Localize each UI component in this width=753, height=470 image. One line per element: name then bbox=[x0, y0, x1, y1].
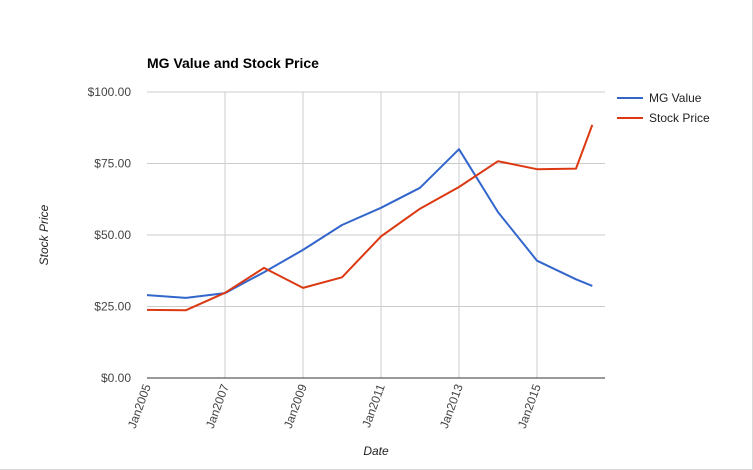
y-tick-labels: $0.00 $25.00 $50.00 $75.00 $100.00 bbox=[88, 85, 132, 385]
y-tick-label: $75.00 bbox=[94, 157, 131, 171]
y-axis-title: Stock Price bbox=[37, 204, 51, 265]
chart-title: MG Value and Stock Price bbox=[147, 55, 319, 71]
y-tick-label: $0.00 bbox=[101, 371, 131, 385]
legend-label-stock-price: Stock Price bbox=[649, 111, 710, 125]
x-tick-label: Jan2011 bbox=[359, 382, 388, 430]
x-tick-label: Jan2015 bbox=[515, 382, 544, 430]
series-line-mg-value bbox=[146, 148, 593, 299]
x-tick-label: Jan2005 bbox=[125, 382, 154, 430]
x-tick-labels: Jan2005 Jan2007 Jan2009 Jan2011 Jan2013 Jan20… bbox=[125, 382, 544, 430]
legend-item-stock-price: Stock Price bbox=[617, 111, 710, 125]
y-tick-label: $25.00 bbox=[94, 300, 131, 314]
y-tick-label: $50.00 bbox=[94, 228, 131, 242]
legend-label-mg-value: MG Value bbox=[649, 91, 702, 105]
series-line-stock-price bbox=[146, 124, 594, 312]
x-tick-label: Jan2007 bbox=[203, 382, 232, 430]
x-tick-label: Jan2013 bbox=[437, 382, 466, 430]
series-lines bbox=[146, 124, 594, 312]
x-axis-title: Date bbox=[363, 444, 389, 458]
x-tick-label: Jan2009 bbox=[281, 382, 310, 430]
legend: MG Value Stock Price bbox=[617, 91, 710, 125]
grid bbox=[147, 91, 605, 378]
legend-item-mg-value: MG Value bbox=[617, 91, 702, 105]
y-tick-label: $100.00 bbox=[88, 85, 132, 99]
